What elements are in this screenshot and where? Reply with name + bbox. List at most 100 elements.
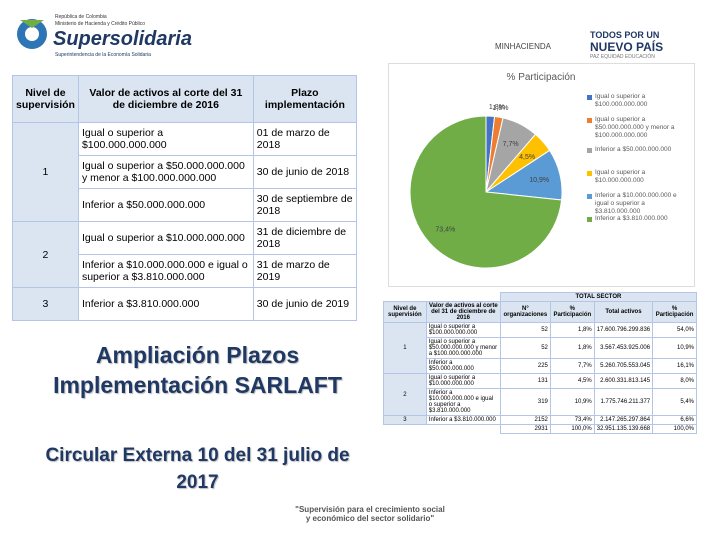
cell: Inferior a $3.810.000.000 (425, 415, 501, 425)
row: 2 Igual o superior a $10.000.000.000 31 de… (12, 221, 358, 288)
logo-graphic (17, 19, 47, 49)
cell: Igual o superior a $50.000.000.000 y men… (77, 155, 254, 189)
col-header: % Participación (652, 301, 697, 323)
group-header: TOTAL SECTOR (499, 292, 698, 302)
cell: Inferior a $3.810.000.000 (77, 287, 254, 321)
blank (384, 425, 501, 434)
cell: 31 de marzo de 2019 (252, 254, 358, 288)
cell: Igual o superior a $100.000.000.000 (425, 322, 501, 338)
level: 1 (12, 122, 79, 222)
cell: 31 de diciembre de 2018 (252, 221, 358, 255)
legend-item: Inferior a $50.000.000.000 (595, 146, 672, 153)
cell: Inferior a $50.000.000.000 (425, 358, 501, 374)
legend-item: Inferior a $10.000.000.000 e igual o sup… (595, 192, 677, 215)
cell: 5.260.705.553.045 (593, 358, 654, 374)
cell: 3.567.453.925.006 (593, 337, 654, 359)
cell: 52 (499, 337, 551, 359)
blank (383, 292, 501, 302)
level: 1 (383, 322, 427, 374)
cell: Inferior a $50.000.000.000 (77, 188, 254, 222)
data-label: 4,5% (519, 154, 535, 161)
cell: 225 (499, 358, 551, 374)
cell: 30 de septiembre de 2018 (252, 188, 358, 222)
total-row: 2931 100,0% 32.951.135.139.668 100,0% (384, 424, 697, 434)
row: Inferior a $50.000.000.000 225 7,7% 5.260.7… (384, 358, 697, 374)
col-header: Valor de activos al corte del 31 de dici… (425, 301, 501, 323)
cell: 17.600.796.299.836 (593, 322, 654, 338)
cell: 16,1% (652, 358, 697, 374)
cell: 5,4% (652, 388, 697, 416)
cell: Igual o superior a $100.000.000.000 (77, 122, 254, 156)
slogan: NUEVO PAÍS (590, 40, 664, 54)
sector-table: TOTAL SECTOR Nivel de supervisión Valor d… (383, 292, 698, 434)
cell: Igual o superior a $10.000.000.000 (77, 221, 254, 255)
level: 2 (12, 221, 79, 288)
legend-swatch (587, 194, 592, 199)
row: Inferior a $10.000.000.000 e igual o sup… (13, 254, 358, 288)
level: 2 (383, 373, 427, 416)
col-header: Valor de activos al corte del 31 de dici… (77, 75, 254, 123)
row: 3 Inferior a $3.810.000.000 2152 73,4% 2.147… (383, 415, 697, 425)
cell: 6,6% (652, 415, 697, 425)
chart-title: % Participación (507, 72, 576, 83)
col-header: Total activos (593, 301, 654, 323)
cell: 73,4% (549, 415, 595, 425)
cell: 8,0% (652, 373, 697, 389)
pie-chart: % Participación 1,8%1,8% 7,7%4,5% 10,9% 73,… (388, 63, 695, 287)
pie-slice (409, 115, 563, 269)
legend-item: Igual o superior a $10.000.000.000 (595, 169, 646, 184)
cell: 32.951.135.139.668 (593, 424, 654, 434)
subtitle: Circular Externa 10 del 31 julio de 2017 (45, 445, 350, 493)
legend-item: Igual o superior a $100.000.000.000 (595, 93, 648, 108)
legend-label: Igual o superior a $100.000.000.000 (595, 93, 648, 108)
cell: 01 de marzo de 2018 (252, 122, 358, 156)
legend-label: Inferior a $3.810.000.000 (595, 215, 668, 222)
legend-swatch (587, 171, 592, 176)
data-label: 1,8% (489, 104, 505, 111)
level: 3 (383, 415, 427, 425)
row: Igual o superior a $50.000.000.000 y men… (384, 337, 697, 359)
col-header: Nivel de supervisión (383, 301, 427, 323)
legend-item: Igual o superior a $50.000.000.000 y men… (595, 116, 675, 139)
data-label: 73,4% (435, 227, 455, 234)
deadline-table: Nivel de supervisión Valor de activos al… (12, 75, 358, 321)
row: 2 Igual o superior a $10.000.000.000 131 4,… (383, 373, 697, 416)
cell: Inferior a $10.000.000.000 e igual o sup… (425, 388, 501, 416)
cell: 2931 (499, 424, 551, 434)
cell: 1,8% (549, 337, 595, 359)
legend-label: Igual o superior a $10.000.000.000 (595, 169, 646, 184)
level: 3 (12, 287, 79, 321)
col-header: Nivel de supervisión (12, 75, 79, 123)
cell: 131 (499, 373, 551, 389)
cell: Igual o superior a $10.000.000.000 (425, 373, 501, 389)
row: Inferior a $10.000.000.000 e igual o sup… (384, 388, 697, 416)
slogan: TODOS POR UN (590, 30, 660, 40)
cell: Igual o superior a $50.000.000.000 y men… (425, 337, 501, 359)
legend-swatch (587, 148, 592, 153)
col-header: N° organizaciones (499, 301, 551, 323)
legend-label: Igual o superior a $50.000.000.000 y men… (595, 116, 675, 139)
row: 1 Igual o superior a $100.000.000.000 01 d… (12, 122, 358, 222)
cell: 2.147.265.297.864 (593, 415, 654, 425)
legend-label: Inferior a $50.000.000.000 (595, 146, 672, 153)
cell: 30 de junio de 2018 (252, 155, 358, 189)
cell: 319 (499, 388, 551, 416)
cell: 10,9% (549, 388, 595, 416)
col-header: Plazo implementación (252, 75, 358, 123)
row: 1 Igual o superior a $100.000.000.000 52 1,… (383, 322, 697, 374)
row: Inferior a $50.000.000.000 30 de septiemb… (13, 188, 358, 222)
cell: 7,7% (549, 358, 595, 374)
slogan: PAZ EQUIDAD EDUCACIÓN (590, 54, 655, 60)
cell: 1.775.746.211.377 (593, 388, 654, 416)
legend-swatch (587, 95, 592, 100)
cell: 54,0% (652, 322, 697, 338)
ministry: Ministerio de Hacienda y Crédito Público (55, 21, 146, 27)
cell: 100,0% (549, 424, 595, 434)
cell: 1,8% (549, 322, 595, 338)
data-label: 7,7% (503, 141, 519, 148)
row: Igual o superior a $50.000.000.000 y men… (13, 155, 358, 189)
cell: 2152 (499, 415, 551, 425)
row: 3 Inferior a $3.810.000.000 30 de junio de… (12, 287, 358, 321)
main-title: Ampliación Plazos Implementación SARLAFT (53, 342, 342, 398)
